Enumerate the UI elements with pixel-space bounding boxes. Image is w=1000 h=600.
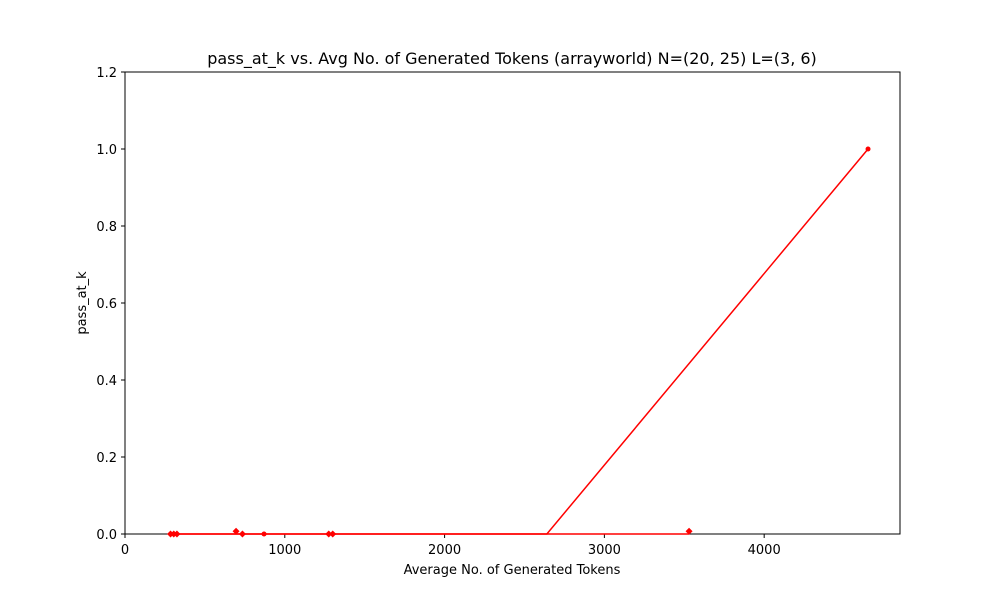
plot-frame [124,71,901,535]
y-tick-label: 0.8 [96,220,117,235]
series-line [169,148,869,535]
chart-title: pass_at_k vs. Avg No. of Generated Token… [207,49,817,69]
data-point-marker [261,531,267,537]
y-tick-label: 0.6 [96,297,117,312]
data-point-marker [232,527,240,535]
data-point-marker [865,146,871,152]
y-axis-label: pass_at_k [75,271,90,335]
x-tick-label: 4000 [748,543,781,558]
y-tick-label: 0.4 [96,374,117,389]
data-point-marker [329,530,337,538]
data-point-marker [238,530,246,538]
x-tick-label: 1000 [268,543,301,558]
x-axis-label: Average No. of Generated Tokens [404,563,621,578]
x-tick-label: 3000 [588,543,621,558]
data-point-marker [173,530,181,538]
y-tick-label: 1.0 [96,143,117,158]
data-point-marker [685,527,693,535]
y-tick-label: 0.0 [96,528,117,543]
data-point-marker [325,530,333,538]
x-tick-label: 0 [121,543,129,558]
y-tick-label: 1.2 [96,66,117,81]
y-tick-label: 0.2 [96,451,117,466]
x-tick-label: 2000 [428,543,461,558]
